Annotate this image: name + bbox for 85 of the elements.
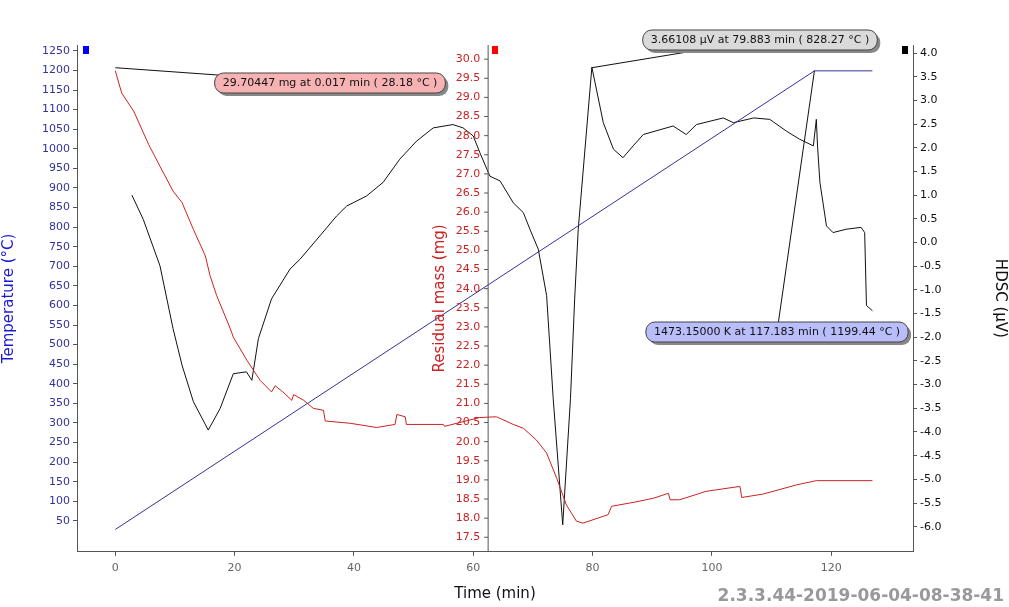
y3-tick-label: 2.5 <box>920 116 938 130</box>
y2-tick-label: 20.0 <box>455 434 481 448</box>
y3-tick-label: 0.5 <box>920 211 938 225</box>
y2-tick-label: 21.5 <box>455 377 481 391</box>
y2-tick-label: 28.5 <box>455 109 481 123</box>
y3-tick-label: -4.5 <box>920 448 942 462</box>
y-tick-label: 600 <box>49 298 70 312</box>
y-tick-label: 1000 <box>42 141 70 155</box>
y3-tick-label: -6.0 <box>920 519 942 533</box>
y3-tick-label: -3.0 <box>920 377 942 391</box>
annotation: 1473.15000 K at 117.183 min ( 1199.44 °C ) <box>653 324 901 338</box>
x-tick-label: 40 <box>346 561 361 575</box>
y3-tick-label: -1.0 <box>920 282 942 296</box>
y2-tick-label: 29.0 <box>455 90 481 104</box>
annotation: 29.70447 mg at 0.017 min ( 28.18 °C ) <box>222 75 438 89</box>
y-tick-label: 100 <box>49 494 70 508</box>
y2-tick-label: 30.0 <box>455 52 481 66</box>
y2-tick-label: 19.0 <box>455 472 481 486</box>
y2-tick-label: 24.0 <box>455 281 481 295</box>
y-tick-label: 1150 <box>42 82 70 96</box>
x-axis-title: Time (min) <box>453 583 536 602</box>
y3-tick-label: -4.0 <box>920 424 942 438</box>
y2-tick-label: 25.0 <box>455 243 481 257</box>
y-tick-label: 850 <box>49 200 70 214</box>
y3-tick-label: -0.5 <box>920 259 942 273</box>
y2-tick-label: 29.5 <box>455 71 481 85</box>
y-tick-label: 500 <box>49 337 70 351</box>
x-tick-label: 60 <box>466 561 481 575</box>
y2-tick-label: 18.0 <box>455 511 481 524</box>
y2-axis-title: Residual mass (mg) <box>430 224 449 373</box>
y3-tick-label: 4.0 <box>920 45 938 59</box>
x-tick-label: 80 <box>585 561 600 575</box>
y3-axis-title: HDSC (µV) <box>992 258 1009 338</box>
y2-tick-label: 21.0 <box>455 396 481 410</box>
y3-tick-label: 3.5 <box>920 69 938 83</box>
y3-tick-label: 2.0 <box>920 140 938 154</box>
y2-tick-label: 27.0 <box>455 166 481 180</box>
y3-tick-label: -5.0 <box>920 472 942 486</box>
y-tick-label: 800 <box>49 219 70 233</box>
x-tick-label: 20 <box>227 561 242 575</box>
y-tick-label: 450 <box>49 357 70 371</box>
y3-tick-label: -5.5 <box>920 495 942 509</box>
y-tick-label: 1050 <box>42 122 70 136</box>
y3-tick-label: -3.5 <box>920 401 942 415</box>
y-tick-label: 150 <box>49 474 70 488</box>
y2-tick-label: 27.5 <box>455 147 481 161</box>
y-tick-label: 350 <box>49 396 70 410</box>
y2-tick-label: 25.5 <box>455 224 481 238</box>
y-tick-label: 1200 <box>42 63 70 77</box>
y-tick-label: 750 <box>49 239 70 253</box>
y2-tick-label: 18.5 <box>455 491 481 505</box>
y-tick-label: 900 <box>49 180 70 194</box>
text: 2.3.3.44-2019-06-04-08-38-41 <box>717 585 1004 606</box>
y2-tick-label: 19.5 <box>455 453 481 467</box>
x-tick-label: 0 <box>111 561 119 575</box>
y-tick-label: 200 <box>49 454 70 468</box>
annotation: 3.66108 µV at 79.883 min ( 828.27 °C ) <box>650 32 870 46</box>
y-tick-label: 650 <box>49 278 70 292</box>
y2-tick-label: 23.5 <box>455 300 481 314</box>
y2-tick-label: 17.5 <box>455 530 481 544</box>
y2-tick-label: 22.5 <box>455 338 481 352</box>
y-tick-label: 950 <box>49 161 70 175</box>
y-tick-label: 50 <box>56 513 70 527</box>
y2-tick-label: 24.5 <box>455 262 481 276</box>
y3-tick-label: 0.0 <box>920 235 938 249</box>
y-tick-label: 700 <box>49 259 70 273</box>
y3-tick-label: -1.5 <box>920 306 942 320</box>
y3-tick-label: -2.5 <box>920 353 942 367</box>
y3-tick-label: 3.0 <box>920 93 938 107</box>
y3-tick-label: 1.5 <box>920 164 938 178</box>
y2-tick-label: 26.5 <box>455 185 481 199</box>
y-tick-label: 400 <box>49 376 70 390</box>
y-tick-label: 1250 <box>42 43 70 57</box>
x-tick-label: 120 <box>820 561 842 575</box>
x-tick-label: 100 <box>701 561 723 575</box>
y-axis-title: Temperature (°C) <box>0 233 17 365</box>
y2-tick-label: 22.0 <box>455 358 481 371</box>
y3-tick-label: 1.0 <box>920 188 938 201</box>
y2-tick-label: 26.0 <box>455 205 481 219</box>
y2-tick-label: 23.0 <box>455 319 481 333</box>
y-tick-label: 300 <box>49 415 70 429</box>
y-tick-label: 250 <box>49 435 70 449</box>
y-tick-label: 1100 <box>42 102 70 116</box>
y-tick-label: 550 <box>49 317 70 331</box>
y3-tick-label: -2.0 <box>920 330 942 344</box>
